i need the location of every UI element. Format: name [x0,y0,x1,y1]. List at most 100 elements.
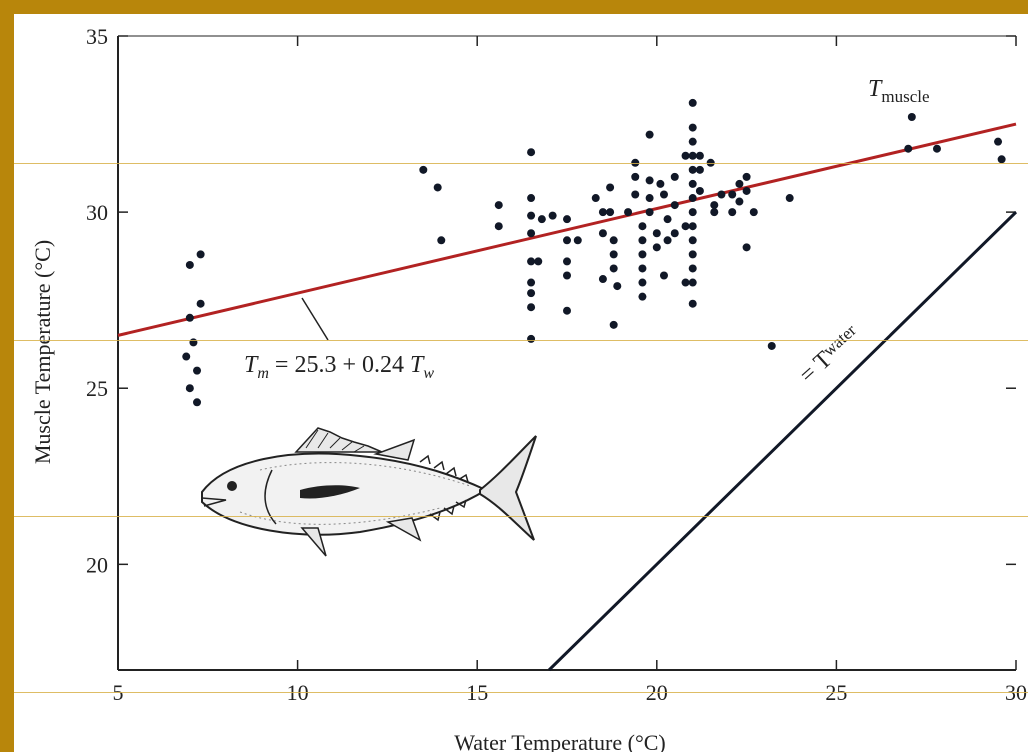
data-point [196,299,205,308]
data-point [437,236,446,245]
tuna-fish-illustration [201,427,537,557]
data-point [638,264,647,273]
y-axis-title: Muscle Temperature (°C) [30,240,55,464]
data-point [994,137,1003,146]
data-point [688,194,697,203]
data-point [638,292,647,301]
data-point [573,236,582,245]
data-point [695,165,704,174]
data-point [193,366,202,375]
data-point [706,158,715,167]
data-point [433,183,442,192]
data-point [638,250,647,259]
scan-guide-line-3 [14,516,1028,517]
data-point [563,257,571,266]
data-points-group [182,98,1006,407]
data-point [631,172,640,181]
data-point [494,201,503,210]
data-point [613,282,622,291]
data-point [638,222,647,231]
data-point [609,320,618,329]
y-tick-label: 30 [86,200,108,225]
data-point [663,236,672,245]
data-point [591,194,600,203]
tick-labels-group: 5101520253020253035 [86,24,1027,705]
data-point [907,113,916,122]
data-point [681,278,690,287]
data-point [527,278,536,287]
data-point [749,208,758,217]
data-point [537,215,546,224]
data-point [185,384,194,393]
data-point [534,257,543,266]
data-point [728,190,737,199]
data-point [196,250,205,259]
data-point [645,130,654,139]
data-point [695,151,704,160]
data-point [688,98,697,107]
data-point [609,264,618,273]
data-point [598,229,607,238]
data-point [631,190,640,199]
data-point [742,243,751,252]
t-muscle-symbol: T [868,76,883,102]
data-point [527,289,536,298]
data-point [735,197,744,206]
data-point [688,123,697,132]
scan-guide-line-1 [14,163,1028,164]
data-point [688,179,697,188]
data-point [609,236,618,245]
data-point [656,179,665,188]
data-point [182,352,191,361]
data-point [652,243,661,252]
data-point [527,303,536,312]
equation-tw-symbol: T [410,352,425,378]
equation-label: Tm = 25.3 + 0.24 Tw [244,352,434,382]
data-point [688,165,697,174]
data-point [717,190,726,199]
data-point [997,155,1006,164]
data-point [728,208,737,217]
data-point [527,194,536,203]
data-point [670,229,679,238]
data-point [598,208,607,217]
data-point [624,208,633,217]
y-tick-label: 35 [86,24,108,49]
data-point [688,278,697,287]
data-point [670,172,679,181]
data-point [645,208,654,217]
data-point [563,236,571,245]
data-point [563,215,571,224]
data-point [563,271,571,280]
figure-panel [14,14,1028,752]
data-point [185,313,194,322]
data-point [419,165,428,174]
data-point [688,222,697,231]
data-point [527,211,536,220]
data-point [645,176,654,185]
y-tick-label: 25 [86,376,108,401]
data-point [193,398,202,407]
water-temperature-line [547,211,1018,672]
data-point [688,236,697,245]
data-point [631,158,640,167]
data-point [185,260,194,269]
data-point [527,229,536,238]
data-point [742,172,751,181]
data-point [767,341,776,350]
data-point [688,299,697,308]
data-point [688,250,697,259]
t-muscle-label: Tmuscle [868,76,930,106]
data-point [663,215,672,224]
equation-tw-subscript: w [423,365,434,382]
data-point [606,183,615,192]
data-point [645,194,654,203]
data-point [710,208,719,217]
data-point [527,257,536,266]
equation-leader-line [301,297,329,341]
t-water-label: = Twater [794,320,865,388]
t-muscle-subscript: muscle [881,87,929,106]
data-point [688,137,697,146]
data-point [710,201,719,210]
